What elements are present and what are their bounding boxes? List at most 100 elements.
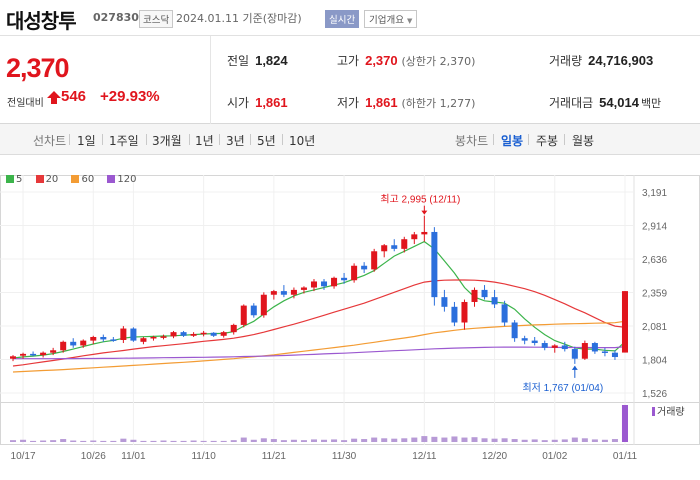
y-tick-label: 2,081 xyxy=(642,322,667,333)
period-10y[interactable]: 10년 xyxy=(289,134,316,148)
legend-ma20-label: 20 xyxy=(45,174,59,185)
period-3y[interactable]: 3년 xyxy=(226,134,245,148)
ma20-line xyxy=(12,279,626,367)
x-tick-label: 11/21 xyxy=(262,451,287,462)
candle-body xyxy=(10,356,17,359)
chart-toolbar: 선차트 1일 1주일 3개월 1년 3년 5년 10년 봉차트 일봉 주봉 월봉 xyxy=(0,124,700,155)
volume-bar xyxy=(441,437,448,442)
candle-body xyxy=(461,301,468,323)
volume-bar xyxy=(140,440,147,442)
volume-bar xyxy=(90,440,97,442)
volume-bar xyxy=(100,440,107,442)
legend-ma20[interactable]: 20 xyxy=(35,174,59,185)
low-label: 저가 xyxy=(337,96,360,110)
y-tick-label: 2,359 xyxy=(642,288,667,299)
volume-value: 24,716,903 xyxy=(588,53,654,68)
period-1y[interactable]: 1년 xyxy=(195,134,214,148)
period-1d[interactable]: 1일 xyxy=(77,134,96,148)
legend-ma5-label: 5 xyxy=(16,174,23,185)
candle xyxy=(441,289,448,312)
volume-bar xyxy=(501,438,508,442)
candle-body xyxy=(50,350,57,353)
volume-bar xyxy=(491,438,498,442)
date-value: 2024.01.11 xyxy=(176,12,239,25)
candle-body xyxy=(280,291,287,295)
candle-body xyxy=(260,294,267,316)
candle xyxy=(431,227,438,306)
candle-body xyxy=(511,322,518,339)
candle-body xyxy=(200,332,207,335)
ma120-line xyxy=(13,346,626,360)
volume-bar xyxy=(260,438,267,442)
candle xyxy=(290,287,297,299)
period-1w[interactable]: 1주일 xyxy=(109,134,139,148)
candle xyxy=(60,340,67,353)
low-price: 저가 1,861 (하한가 1,277) xyxy=(337,94,475,111)
company-overview-button[interactable]: 기업개요 ▼ xyxy=(364,10,418,28)
down-arrow-icon xyxy=(421,210,428,215)
candle-body xyxy=(331,277,338,287)
volume-bar xyxy=(601,439,608,442)
candle xyxy=(371,248,378,272)
volume-bar xyxy=(70,440,77,442)
price-chart: 3,191 2,914 2,636 2,359 2,081 1,804 1,526 10/1… xyxy=(0,175,700,462)
candle-body xyxy=(110,339,117,341)
candle xyxy=(531,336,538,346)
prev-label: 전일 xyxy=(227,54,250,68)
x-tick-label: 11/30 xyxy=(332,451,357,462)
candle-body xyxy=(361,265,368,270)
candle-weekly[interactable]: 주봉 xyxy=(536,134,559,148)
candle xyxy=(150,335,157,341)
candle-body xyxy=(250,305,257,316)
stock-name: 대성창투 xyxy=(6,9,77,33)
candle-body xyxy=(571,349,578,359)
candle-body xyxy=(561,345,568,350)
up-arrow-icon xyxy=(47,91,61,104)
candle xyxy=(50,347,57,356)
candle xyxy=(160,334,167,340)
quote-divider xyxy=(210,36,211,124)
candle xyxy=(270,289,277,300)
period-5y[interactable]: 5년 xyxy=(257,134,276,148)
candle-monthly[interactable]: 월봉 xyxy=(572,134,595,148)
high-label: 고가 xyxy=(337,54,360,68)
candle-body xyxy=(180,332,187,336)
volume-bar xyxy=(280,440,287,442)
candle xyxy=(100,334,107,342)
legend-ma5[interactable]: 5 xyxy=(6,174,22,185)
candle xyxy=(70,338,77,348)
volume-bar xyxy=(461,437,468,442)
volume-bar xyxy=(30,440,37,442)
candle-body xyxy=(541,343,548,348)
legend-ma60[interactable]: 60 xyxy=(71,174,94,185)
candle xyxy=(541,340,548,351)
volume: 거래량 24,716,903 xyxy=(549,52,653,69)
lower-limit: (하한가 1,277) xyxy=(401,97,476,110)
amount-unit: 백만 xyxy=(640,97,662,110)
candle xyxy=(90,335,97,345)
legend-ma120[interactable]: 120 xyxy=(107,174,137,185)
volume-bar xyxy=(611,439,618,442)
volume-bar xyxy=(351,438,358,442)
current-price: 2,370 xyxy=(6,53,70,83)
ma-legend: 5 20 60 120 xyxy=(6,174,147,185)
realtime-button[interactable]: 실시간 xyxy=(325,10,360,28)
period-3m[interactable]: 3개월 xyxy=(152,134,182,148)
candle-daily[interactable]: 일봉 xyxy=(501,134,524,148)
candle-body xyxy=(270,291,277,295)
volume-bar xyxy=(321,439,328,442)
candle-body xyxy=(501,304,508,323)
x-tick-label: 10/26 xyxy=(81,451,106,462)
volume-bar xyxy=(200,440,207,442)
change-value: 546 xyxy=(61,88,87,105)
volume-bar xyxy=(120,438,127,442)
volume-bar xyxy=(341,440,348,442)
candle-body xyxy=(140,338,147,342)
date-suffix: 기준(장마감) xyxy=(242,12,302,25)
candle-body xyxy=(471,289,478,302)
candle-body xyxy=(421,231,428,235)
candle-body xyxy=(441,297,448,307)
line-chart-label: 선차트 xyxy=(33,134,67,148)
volume-bar xyxy=(411,437,418,442)
candle xyxy=(280,285,287,298)
